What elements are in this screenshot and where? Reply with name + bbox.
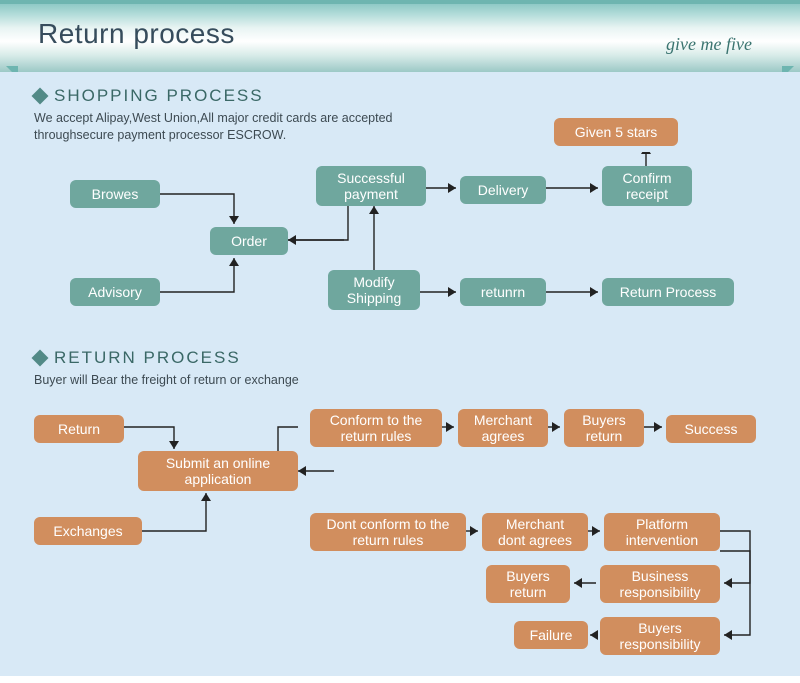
- content: SHOPPING PROCESS We accept Alipay,West U…: [0, 72, 800, 676]
- node-success: Successful payment: [316, 166, 426, 206]
- node-plat: Platform intervention: [604, 513, 720, 551]
- node-buyret1: Buyers return: [564, 409, 644, 447]
- shopping-process-diagram: Browes Order Advisory Successful payment Mod…: [34, 152, 780, 348]
- node-conform: Conform to the return rules: [310, 409, 442, 447]
- return-process-diagram: Return Submit an online application Exchan…: [34, 397, 780, 683]
- section2-heading-text: RETURN PROCESS: [54, 348, 241, 368]
- node-mdont: Merchant dont agrees: [482, 513, 588, 551]
- node-bizresp: Business responsibility: [600, 565, 720, 603]
- section2-heading: RETURN PROCESS: [34, 348, 780, 368]
- banner: Return process give me five: [0, 0, 800, 72]
- node-modify: Modify Shipping: [328, 270, 420, 310]
- node-buyresp: Buyers responsibility: [600, 617, 720, 655]
- node-order: Order: [210, 227, 288, 255]
- node-return: Return: [34, 415, 124, 443]
- banner-title: Return process: [38, 18, 235, 50]
- node-submit: Submit an online application: [138, 451, 298, 491]
- node-exch: Exchanges: [34, 517, 142, 545]
- node-dont: Dont conform to the return rules: [310, 513, 466, 551]
- node-confirm: Confirm receipt: [602, 166, 692, 206]
- section1-heading-text: SHOPPING PROCESS: [54, 86, 264, 106]
- node-retproc: Return Process: [602, 278, 734, 306]
- node-returnr: retunrn: [460, 278, 546, 306]
- node-buyret2: Buyers return: [486, 565, 570, 603]
- section2-desc: Buyer will Bear the freight of return or…: [34, 372, 780, 389]
- node-magree: Merchant agrees: [458, 409, 548, 447]
- section1-heading: SHOPPING PROCESS: [34, 86, 780, 106]
- node-delivery: Delivery: [460, 176, 546, 204]
- node-succ: Success: [666, 415, 756, 443]
- node-advisory: Advisory: [70, 278, 160, 306]
- diamond-icon: [32, 88, 49, 105]
- node-stars: Given 5 stars: [554, 118, 678, 146]
- node-fail: Failure: [514, 621, 588, 649]
- diamond-icon: [32, 349, 49, 366]
- node-browes: Browes: [70, 180, 160, 208]
- banner-subtitle: give me five: [666, 34, 752, 55]
